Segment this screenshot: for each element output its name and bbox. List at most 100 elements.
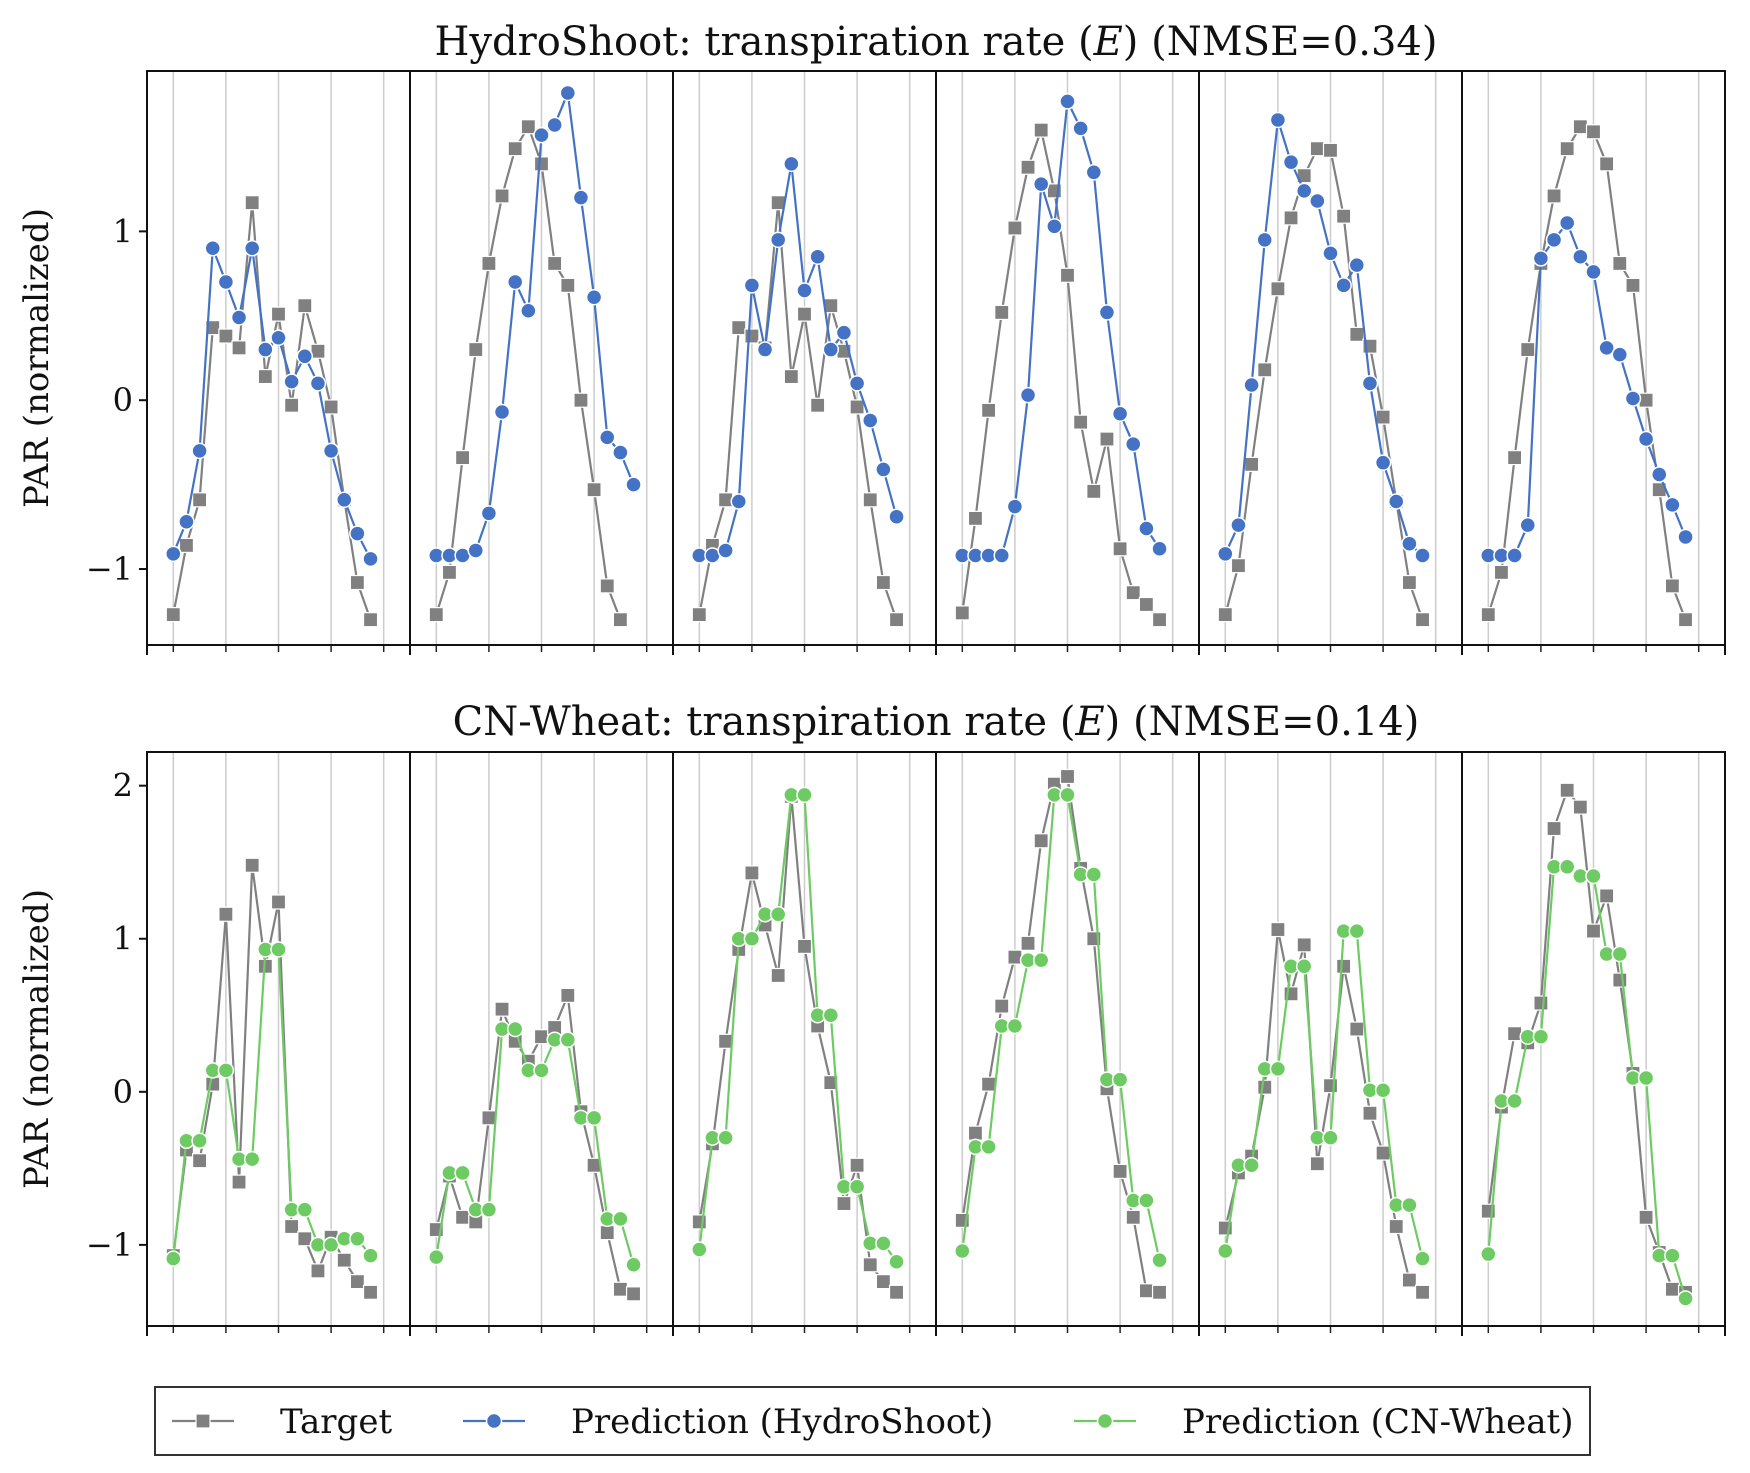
chart-title-prefix: CN-Wheat: transpiration rate ( <box>453 699 1076 745</box>
prediction-point <box>1032 951 1050 969</box>
prediction-series <box>1480 858 1694 1307</box>
legend-marker <box>195 1413 211 1429</box>
prediction-series <box>165 941 379 1267</box>
panel-2 <box>409 71 648 652</box>
y-tick-label: 1 <box>113 212 133 250</box>
target-series <box>428 119 629 628</box>
prediction-point <box>322 442 340 460</box>
prediction-point <box>1348 922 1366 940</box>
prediction-line <box>1224 119 1424 557</box>
prediction-point <box>835 324 853 341</box>
target-point <box>1349 1021 1365 1037</box>
target-point <box>362 1284 379 1300</box>
prediction-point <box>1217 1242 1234 1260</box>
target-point <box>533 1029 550 1045</box>
target-point <box>428 607 444 623</box>
target-point <box>1520 341 1536 358</box>
target-point <box>980 1076 997 1092</box>
prediction-point <box>1664 1247 1681 1264</box>
target-series <box>691 195 905 628</box>
target-point <box>336 1252 352 1268</box>
target-point <box>810 397 826 413</box>
prediction-point <box>243 1150 261 1168</box>
prediction-point <box>1585 867 1602 885</box>
target-point <box>1599 888 1615 904</box>
target-line <box>698 202 898 621</box>
prediction-point <box>349 525 366 542</box>
target-point <box>599 578 615 594</box>
legend-marker <box>1096 1412 1114 1430</box>
target-point <box>1585 923 1602 939</box>
target-point <box>875 574 892 591</box>
prediction-point <box>270 329 287 346</box>
prediction-line <box>962 97 1161 557</box>
y-tick-label: −1 <box>86 1226 133 1264</box>
prediction-point <box>493 403 511 421</box>
prediction-point <box>217 1062 235 1079</box>
target-point <box>257 368 273 385</box>
prediction-line <box>699 163 898 557</box>
prediction-point <box>1151 540 1168 558</box>
prediction-point <box>822 1007 840 1024</box>
target-point <box>625 1286 642 1302</box>
target-point <box>744 328 760 344</box>
target-point <box>218 906 234 922</box>
prediction-point <box>585 1109 603 1127</box>
prediction-point <box>217 273 235 291</box>
target-point <box>1572 119 1588 135</box>
prediction-point <box>1611 346 1629 363</box>
target-point <box>862 1257 878 1273</box>
target-point <box>994 304 1010 321</box>
target-point <box>1125 585 1141 601</box>
prediction-point <box>230 309 248 326</box>
prediction-point <box>506 1020 524 1038</box>
y-tick-label: 1 <box>113 920 133 958</box>
legend-marker <box>485 1412 503 1430</box>
target-point <box>1638 392 1654 408</box>
prediction-point <box>559 1031 577 1049</box>
target-point <box>967 510 984 526</box>
target-point <box>468 341 484 358</box>
target-point <box>1033 122 1049 138</box>
target-series <box>691 788 905 1300</box>
target-point <box>1073 414 1089 430</box>
prediction-point <box>796 786 813 804</box>
target-point <box>441 564 458 581</box>
target-point <box>1257 362 1273 378</box>
target-point <box>1270 281 1286 297</box>
target-point <box>455 1209 471 1225</box>
target-point <box>481 255 497 272</box>
panel-2 <box>409 752 648 1333</box>
prediction-point <box>1414 547 1431 564</box>
target-point <box>231 1174 247 1190</box>
prediction-point <box>533 1062 550 1079</box>
prediction-point <box>1295 182 1313 200</box>
prediction-point <box>480 505 498 522</box>
prediction-point <box>1072 120 1089 137</box>
prediction-point <box>875 1235 892 1252</box>
prediction-point <box>257 341 274 358</box>
target-point <box>507 141 523 157</box>
prediction-point <box>756 341 774 358</box>
target-point <box>1612 972 1628 988</box>
prediction-point <box>454 1164 471 1182</box>
prediction-point <box>848 1178 866 1195</box>
chart-title-suffix: ) (NMSE=0.34) <box>1123 19 1438 65</box>
prediction-point <box>1269 1060 1287 1078</box>
target-point <box>612 1281 629 1297</box>
chart-title: CN-Wheat: transpiration rate (E) (NMSE=0… <box>453 699 1420 745</box>
prediction-point <box>1059 93 1076 110</box>
prediction-point <box>506 273 524 291</box>
prediction-point <box>743 277 761 294</box>
target-point <box>244 195 260 211</box>
target-point <box>323 399 339 415</box>
prediction-point <box>1243 1157 1260 1174</box>
prediction-point <box>559 84 577 102</box>
panel-5 <box>1198 71 1437 652</box>
target-point <box>1283 210 1299 226</box>
target-point <box>1322 142 1339 158</box>
y-tick-label: 2 <box>113 767 133 805</box>
chart-hydroshoot: HydroShoot: transpiration rate (E) (NMSE… <box>17 19 1726 655</box>
panel-4 <box>935 752 1174 1333</box>
target-point <box>560 277 576 294</box>
